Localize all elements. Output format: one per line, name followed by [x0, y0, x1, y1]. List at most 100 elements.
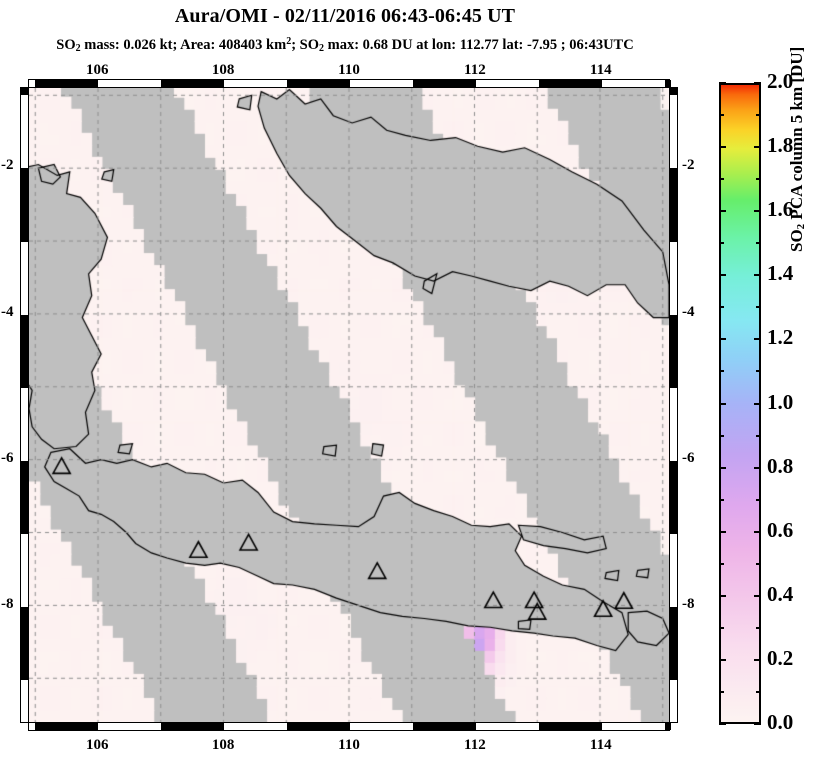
subscript-2-b: 2: [318, 43, 324, 54]
x-tick-label-top: 112: [464, 62, 486, 78]
colorbar-tick: [754, 338, 761, 341]
page-title: Aura/OMI - 02/11/2016 06:43-06:45 UT: [174, 5, 516, 27]
colorbar-tick: [719, 274, 726, 277]
colorbar-minor-tick: [756, 306, 761, 309]
axis-frame-segment: [664, 80, 671, 87]
colorbar-tick: [719, 658, 726, 661]
colorbar-minor-tick: [719, 690, 724, 693]
axis-frame-segment: [538, 80, 602, 87]
colorbar-minor-tick: [756, 562, 761, 565]
axis-frame-right: [669, 87, 678, 723]
colorbar-tick-label: 1.4: [767, 261, 794, 286]
y-tick-label-right: -6: [682, 449, 695, 466]
colorbar-tick-label: 0.0: [767, 710, 794, 734]
colorbar-tick: [754, 723, 761, 725]
colorbar-tick-label: 2.0: [767, 69, 794, 93]
colorbar-minor-tick: [756, 690, 761, 693]
colorbar-tick: [754, 594, 761, 597]
so2-raster-map[interactable]: [29, 88, 669, 722]
colorbar-title-so2: SO: [787, 229, 806, 252]
y-tick-label-left: -8: [1, 596, 14, 613]
y-tick-label-left: -4: [1, 303, 14, 320]
y-tick-label-left: -2: [1, 157, 14, 174]
stat-sep: ; SO: [291, 37, 319, 53]
colorbar-tick: [754, 402, 761, 405]
colorbar-tick: [754, 466, 761, 469]
colorbar-minor-tick: [719, 434, 724, 437]
colorbar-minor-tick: [756, 434, 761, 437]
y-tick-label-right: -4: [682, 303, 695, 320]
colorbar-minor-tick: [756, 626, 761, 629]
colorbar-tick-label: 0.4: [767, 581, 794, 606]
colorbar-minor-tick: [719, 306, 724, 309]
colorbar-minor-tick: [756, 242, 761, 245]
colorbar-tick-label: 0.2: [767, 645, 794, 670]
axis-frame-segment: [21, 607, 28, 681]
x-tick-label-bottom: 106: [85, 737, 109, 753]
x-tick-label-bottom: 110: [338, 737, 360, 753]
axis-frame-segment: [664, 723, 671, 730]
axis-frame-segment: [287, 723, 350, 730]
colorbar-tick-label: 1.8: [767, 133, 794, 158]
colorbar-tick-label: 1.2: [767, 325, 794, 350]
colorbar-minor-tick: [756, 114, 761, 117]
colorbar-minor-tick: [756, 178, 761, 181]
colorbar-tick: [754, 274, 761, 277]
colorbar-minor-tick: [719, 114, 724, 117]
axis-frame-segment: [21, 314, 28, 388]
colorbar-tick: [719, 594, 726, 597]
axis-frame-segment: [670, 314, 677, 388]
axis-frame-segment: [161, 80, 225, 87]
stat-mass-area: mass: 0.026 kt; Area: 408403 km: [80, 37, 287, 53]
colorbar-minor-tick: [719, 242, 724, 245]
x-tick-label-top: 110: [338, 62, 360, 78]
colorbar-tick: [719, 338, 726, 341]
axis-frame-segment: [21, 88, 28, 96]
colorbar-minor-tick: [719, 498, 724, 501]
axis-frame-segment: [670, 607, 677, 681]
colorbar-tick: [754, 210, 761, 213]
colorbar-minor-tick: [719, 178, 724, 181]
colorbar-tick-label: 1.0: [767, 389, 794, 414]
colorbar-tick: [719, 402, 726, 405]
axis-frame-segment: [161, 723, 225, 730]
map-panel[interactable]: [28, 87, 670, 723]
axis-frame-segment: [35, 80, 99, 87]
colorbar-minor-tick: [756, 370, 761, 373]
x-tick-label-top: 114: [589, 62, 612, 78]
axis-frame-segment: [670, 460, 677, 534]
axis-frame-segment: [670, 88, 677, 96]
axis-frame-segment: [35, 723, 99, 730]
colorbar-minor-tick: [756, 498, 761, 501]
axis-frame-segment: [287, 80, 350, 87]
y-tick-label-right: -8: [682, 596, 695, 613]
colorbar-tick: [719, 530, 726, 533]
superscript-2: 2: [286, 36, 292, 47]
x-tick-label-top: 106: [85, 62, 109, 78]
axis-frame-segment: [670, 168, 677, 242]
colorbar-minor-tick: [719, 562, 724, 565]
colorbar-tick: [754, 82, 761, 84]
colorbar-tick: [754, 146, 761, 149]
axis-frame-bottom: [28, 722, 671, 731]
colorbar-tick-label: 0.8: [767, 453, 794, 478]
y-tick-label-right: -2: [682, 157, 695, 174]
x-tick-label-top: 108: [211, 62, 235, 78]
colorbar-minor-tick: [719, 626, 724, 629]
colorbar-tick: [719, 723, 726, 725]
colorbar-tick: [719, 146, 726, 149]
colorbar-tick-label: 0.6: [767, 517, 794, 542]
colorbar-subscript-2: 2: [795, 223, 807, 230]
summary-stats: SO2 mass: 0.026 kt; Area: 408403 km2; SO…: [0, 36, 690, 54]
stat-so2-label: SO: [56, 37, 76, 53]
colorbar-gradient: [721, 85, 759, 722]
subscript-2-a: 2: [75, 43, 81, 54]
axis-frame-segment: [21, 460, 28, 534]
axis-frame-segment: [412, 80, 476, 87]
axis-frame-segment: [538, 723, 602, 730]
axis-frame-segment: [21, 168, 28, 242]
x-tick-label-bottom: 108: [211, 737, 235, 753]
colorbar-tick-label: 1.6: [767, 197, 794, 222]
x-tick-label-bottom: 112: [464, 737, 486, 753]
